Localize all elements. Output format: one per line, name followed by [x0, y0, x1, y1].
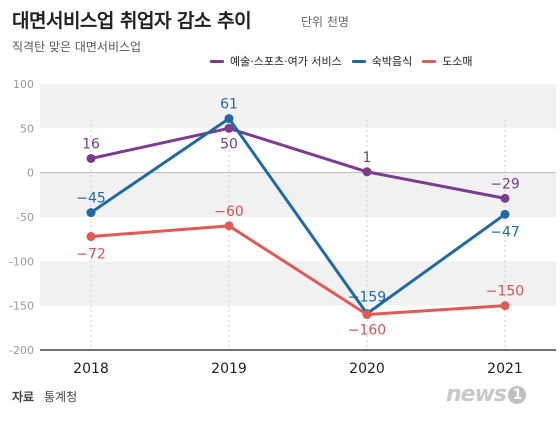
logo-text: news — [446, 382, 507, 407]
logo-mark: 1 — [508, 386, 527, 404]
legend-swatch-arts — [210, 59, 224, 63]
y-tick-label: 100 — [13, 78, 34, 91]
x-tick-label: 2021 — [487, 361, 523, 377]
legend-label-lodging: 숙박음식 — [371, 55, 413, 68]
series-line-1 — [90, 117, 506, 316]
data-point — [224, 221, 234, 231]
x-tick-label: 2018 — [73, 361, 109, 377]
series-line-2 — [90, 224, 506, 317]
data-point — [500, 193, 510, 203]
legend-item-retail: 도소매 — [422, 53, 473, 69]
data-point — [224, 123, 234, 133]
data-label: −29 — [490, 176, 520, 192]
data-label: −159 — [348, 290, 386, 306]
data-label: −60 — [214, 204, 244, 220]
y-tick-label: 0 — [27, 167, 34, 180]
data-label: −45 — [76, 191, 106, 207]
data-label: −72 — [76, 247, 106, 263]
y-tick-label: -150 — [9, 300, 34, 313]
grid-band — [40, 172, 556, 217]
legend-item-arts: 예술·스포츠·여가 서비스 — [210, 53, 342, 69]
data-point — [86, 232, 96, 242]
data-label: −160 — [348, 323, 386, 339]
data-label: 16 — [82, 136, 100, 152]
legend-swatch-lodging — [351, 59, 366, 63]
legend-swatch-retail — [422, 59, 437, 63]
legend-label-retail: 도소매 — [442, 55, 473, 68]
data-label: −47 — [490, 224, 520, 240]
y-tick-label: 50 — [20, 122, 34, 135]
chart-subtitle: 직격탄 맞은 대면서비스업 — [12, 40, 142, 54]
data-point — [500, 301, 510, 311]
source-value: 통계청 — [44, 390, 78, 404]
source-label: 자료 — [12, 390, 35, 404]
legend-label-arts: 예술·스포츠·여가 서비스 — [230, 55, 342, 68]
y-tick-label: -100 — [9, 255, 34, 268]
data-label: 61 — [220, 97, 238, 113]
x-tick-label: 2020 — [349, 361, 385, 377]
data-label: 1 — [363, 150, 372, 166]
data-point — [224, 114, 234, 124]
data-label: −150 — [486, 284, 524, 300]
y-tick-label: -200 — [9, 344, 34, 357]
unit-label: 단위 천명 — [301, 15, 349, 29]
data-point — [362, 167, 372, 177]
data-point — [500, 209, 510, 219]
data-point — [86, 153, 96, 163]
y-tick-label: -50 — [16, 211, 34, 224]
series-line-0 — [90, 126, 506, 200]
grid-band — [40, 84, 556, 129]
legend-item-lodging: 숙박음식 — [351, 53, 413, 69]
news1-logo: news 1 — [446, 382, 527, 407]
data-point — [86, 208, 96, 218]
chart-title: 대면서비스업 취업자 감소 추이 — [12, 10, 252, 32]
grid-band — [40, 261, 556, 306]
data-label: 50 — [220, 136, 238, 152]
legend: 예술·스포츠·여가 서비스 숙박음식 도소매 — [210, 50, 473, 72]
data-point — [362, 310, 372, 320]
x-tick-label: 2019 — [211, 361, 247, 377]
